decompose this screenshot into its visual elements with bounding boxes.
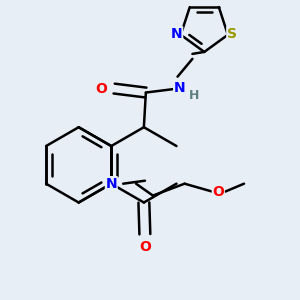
Text: N: N [174, 81, 185, 94]
Text: S: S [227, 27, 237, 41]
Text: O: O [139, 240, 151, 254]
Text: N: N [171, 27, 183, 41]
Text: O: O [95, 82, 107, 96]
Text: O: O [212, 184, 224, 199]
Text: N: N [106, 177, 117, 191]
Text: H: H [189, 89, 200, 102]
